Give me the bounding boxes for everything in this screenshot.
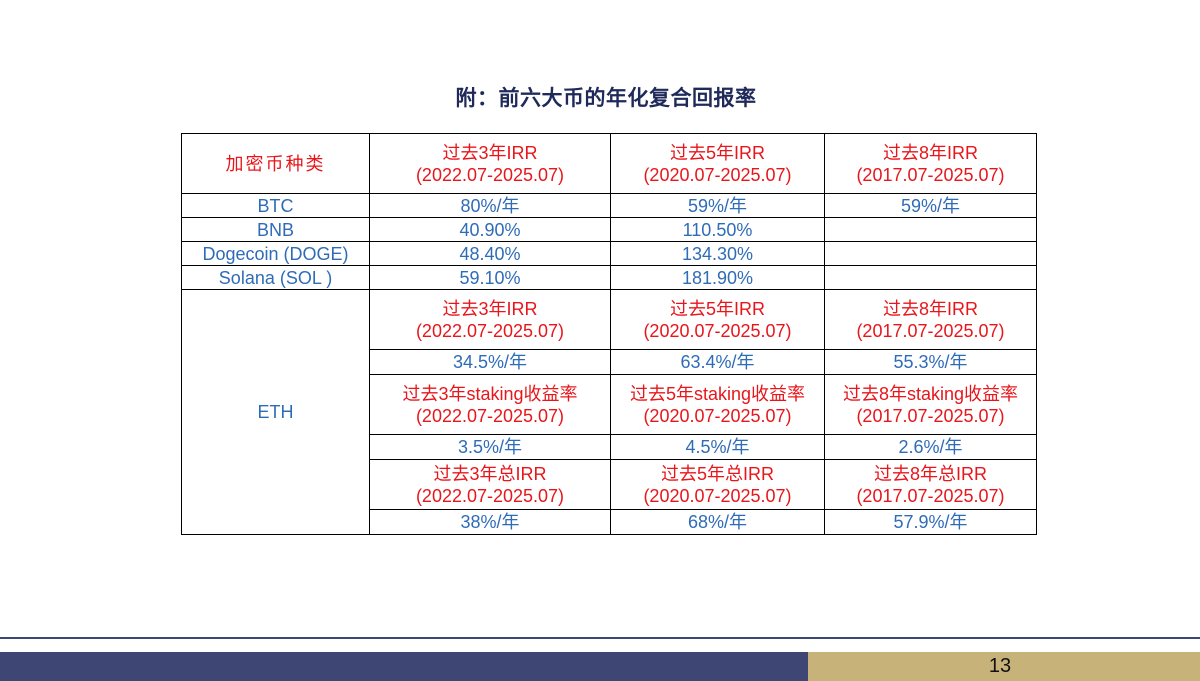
col-header-5y: 过去5年IRR (2020.07-2025.07) <box>610 133 825 194</box>
table-row: 34.5%/年 63.4%/年 55.3%/年 <box>182 349 1037 375</box>
table-row: 3.5%/年 4.5%/年 2.6%/年 <box>182 434 1037 460</box>
table-row: 过去3年总IRR (2022.07-2025.07) 过去5年总IRR (2020.… <box>182 459 1037 510</box>
row-label-bnb: BNB <box>181 217 370 242</box>
eth-total-header-8y: 过去8年总IRR (2017.07-2025.07) <box>824 459 1037 510</box>
table-cell: 48.40% <box>369 241 611 266</box>
table-cell <box>824 217 1037 242</box>
col-header-8y: 过去8年IRR (2017.07-2025.07) <box>824 133 1037 194</box>
eth-staking-header-3y: 过去3年staking收益率 (2022.07-2025.07) <box>369 374 611 435</box>
eth-irr-header-8y: 过去8年IRR (2017.07-2025.07) <box>824 289 1037 350</box>
footer-bar-gold <box>808 652 1200 681</box>
table-cell: 57.9%/年 <box>824 509 1037 535</box>
table-row: 过去3年staking收益率 (2022.07-2025.07) 过去5年stak… <box>182 374 1037 435</box>
table-cell: 59%/年 <box>824 193 1037 218</box>
row-label-sol: Solana (SOL ) <box>181 265 370 290</box>
table-cell: 4.5%/年 <box>610 434 825 460</box>
table-row: 38%/年 68%/年 57.9%/年 <box>182 509 1037 535</box>
table-cell: 3.5%/年 <box>369 434 611 460</box>
table-row: ETH 过去3年IRR (2022.07-2025.07) 过去5年IRR (202… <box>181 289 1037 535</box>
eth-total-header-5y: 过去5年总IRR (2020.07-2025.07) <box>610 459 825 510</box>
table-cell: 181.90% <box>610 265 825 290</box>
table-cell: 40.90% <box>369 217 611 242</box>
table-cell: 34.5%/年 <box>369 349 611 375</box>
table-cell: 59.10% <box>369 265 611 290</box>
eth-staking-header-8y: 过去8年staking收益率 (2017.07-2025.07) <box>824 374 1037 435</box>
table-row: Solana (SOL ) 59.10% 181.90% <box>181 265 1037 290</box>
table-cell: 134.30% <box>610 241 825 266</box>
irr-table: 加密币种类 过去3年IRR (2022.07-2025.07) 过去5年IRR (2… <box>181 133 1037 535</box>
row-label-doge: Dogecoin (DOGE) <box>181 241 370 266</box>
table-cell: 110.50% <box>610 217 825 242</box>
table-cell: 59%/年 <box>610 193 825 218</box>
col-header-3y: 过去3年IRR (2022.07-2025.07) <box>369 133 611 194</box>
row-label-btc: BTC <box>181 193 370 218</box>
table-row: BNB 40.90% 110.50% <box>181 217 1037 242</box>
slide-title: 附：前六大币的年化复合回报率 <box>455 86 757 110</box>
table-row: BTC 80%/年 59%/年 59%/年 <box>181 193 1037 218</box>
eth-irr-header-5y: 过去5年IRR (2020.07-2025.07) <box>610 289 825 350</box>
table-cell: 38%/年 <box>369 509 611 535</box>
table-cell: 68%/年 <box>610 509 825 535</box>
table-cell: 63.4%/年 <box>610 349 825 375</box>
eth-total-header-3y: 过去3年总IRR (2022.07-2025.07) <box>369 459 611 510</box>
footer-bar-navy <box>0 652 808 681</box>
table-cell <box>824 241 1037 266</box>
eth-irr-header-3y: 过去3年IRR (2022.07-2025.07) <box>369 289 611 350</box>
table-cell: 80%/年 <box>369 193 611 218</box>
page-number: 13 <box>988 655 1012 677</box>
table-cell: 55.3%/年 <box>824 349 1037 375</box>
table-cell: 2.6%/年 <box>824 434 1037 460</box>
corner-header: 加密币种类 <box>181 133 370 194</box>
eth-staking-header-5y: 过去5年staking收益率 (2020.07-2025.07) <box>610 374 825 435</box>
table-row: Dogecoin (DOGE) 48.40% 134.30% <box>181 241 1037 266</box>
table-cell <box>824 265 1037 290</box>
table-header-row: 加密币种类 过去3年IRR (2022.07-2025.07) 过去5年IRR (2… <box>181 133 1037 194</box>
footer-rule <box>0 637 1200 639</box>
row-label-eth: ETH <box>181 289 370 535</box>
